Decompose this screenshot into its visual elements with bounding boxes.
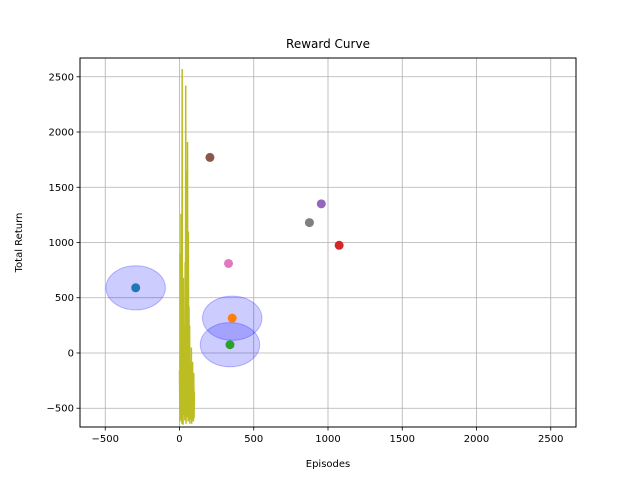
y-tick-label: 1000 <box>49 238 74 249</box>
scatter-point <box>224 258 234 268</box>
y-tick-label: 2000 <box>49 128 74 139</box>
y-tick-label: 0 <box>68 348 74 359</box>
x-tick-label: 1000 <box>315 434 340 445</box>
scatter-point <box>131 283 141 293</box>
return-line-series <box>178 69 196 425</box>
chart-title: Reward Curve <box>286 37 370 51</box>
scatter-point <box>227 313 237 323</box>
y-tick-label: 2500 <box>49 72 74 83</box>
x-tick-label: 0 <box>176 434 182 445</box>
scatter-point <box>304 218 314 228</box>
plot-area <box>105 69 344 425</box>
scatter-point <box>334 240 344 250</box>
scatter-point <box>205 152 215 162</box>
x-tick-label: 1500 <box>390 434 415 445</box>
scatter-point <box>316 199 326 209</box>
scatter-point <box>225 340 235 350</box>
x-axis-ticks: −500 0 500 1000 1500 2000 2500 <box>92 427 563 445</box>
y-tick-label: 1500 <box>49 183 74 194</box>
x-tick-label: 2000 <box>464 434 489 445</box>
y-axis-label: Total Return <box>14 213 25 274</box>
grid-lines <box>80 58 576 427</box>
y-axis-ticks: −500 0 500 1000 1500 2000 2500 <box>47 72 80 415</box>
x-axis-label: Episodes <box>306 459 350 470</box>
x-tick-label: 500 <box>244 434 263 445</box>
y-tick-label: −500 <box>47 404 74 415</box>
y-tick-label: 500 <box>55 293 74 304</box>
x-tick-label: −500 <box>92 434 119 445</box>
x-tick-label: 2500 <box>538 434 563 445</box>
